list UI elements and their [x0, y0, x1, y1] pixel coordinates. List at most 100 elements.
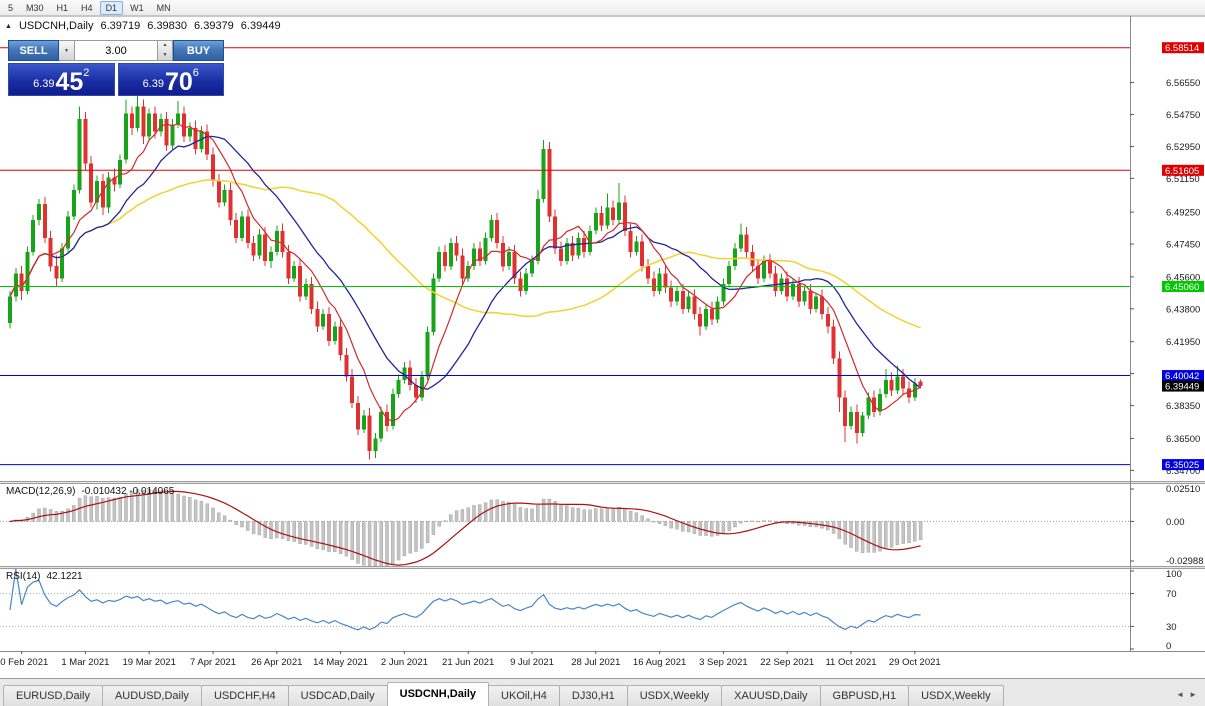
chart-tab-usdcnh-daily[interactable]: USDCNH,Daily: [386, 682, 490, 706]
macd-histogram-bar: [739, 521, 743, 524]
macd-histogram-bar: [582, 509, 586, 522]
price-axis-tick-label: 6.56550: [1166, 78, 1200, 89]
chart-tab-usdcad-daily[interactable]: USDCAD,Daily: [287, 685, 388, 706]
macd-histogram-bar: [124, 493, 128, 522]
macd-histogram-bar: [72, 505, 76, 522]
candle: [315, 308, 320, 327]
chart-tab-xauusd-daily[interactable]: XAUUSD,Daily: [721, 685, 821, 706]
macd-histogram-bar: [414, 521, 418, 552]
buy-button[interactable]: BUY: [173, 40, 224, 61]
candle: [71, 189, 76, 217]
candle: [147, 113, 152, 137]
macd-histogram-bar: [797, 521, 801, 526]
chart-tab-usdchf-h4[interactable]: USDCHF,H4: [200, 685, 289, 706]
chart-ohlc-header: ▲ USDCNH,Daily 6.39719 6.39830 6.39379 6…: [5, 20, 281, 32]
timeframe-button-h4[interactable]: H4: [81, 2, 93, 13]
macd-histogram-bar: [872, 521, 876, 553]
moving-average-18: [9, 135, 922, 390]
macd-histogram-bar: [860, 521, 865, 553]
candle: [269, 252, 273, 261]
macd-histogram-bar: [466, 507, 470, 522]
macd-histogram-bar: [646, 518, 650, 522]
buy-price-display[interactable]: 6.39 70 6: [117, 63, 224, 96]
candle: [506, 252, 511, 267]
macd-histogram-bar: [547, 498, 552, 522]
macd-histogram-bar: [901, 521, 905, 544]
chart-tab-audusd-daily[interactable]: AUDUSD,Daily: [101, 685, 202, 706]
chart-symbol-period: USDCNH,Daily: [18, 20, 94, 32]
candle: [367, 415, 372, 451]
macd-histogram-bar: [652, 521, 656, 523]
macd-histogram-bar: [866, 521, 871, 553]
volume-dropdown-button[interactable]: ▼: [59, 40, 75, 61]
sell-price-display[interactable]: 6.39 45 2: [8, 63, 115, 96]
candle: [820, 296, 824, 315]
macd-histogram-bar: [576, 508, 581, 522]
timeframe-button-5[interactable]: 5: [8, 2, 14, 13]
candle: [112, 177, 117, 185]
macd-histogram-bar: [54, 511, 59, 522]
candle: [402, 367, 407, 380]
macd-histogram-bar: [884, 521, 888, 549]
timeframe-button-w1[interactable]: W1: [130, 2, 144, 13]
candle: [193, 127, 198, 150]
macd-signal-line: [9, 490, 921, 566]
macd-histogram-bar: [263, 521, 267, 538]
chart-tab-usdx-weekly[interactable]: USDX,Weekly: [626, 685, 723, 706]
sell-button[interactable]: SELL: [8, 40, 59, 61]
timeframe-button-d1[interactable]: D1: [99, 0, 124, 15]
chart-tab-dj30-h1[interactable]: DJ30,H1: [558, 685, 628, 706]
macd-histogram-bar: [275, 521, 279, 539]
buy-price-prefix: 6.39: [142, 78, 164, 90]
candle: [744, 234, 749, 252]
price-chart-canvas[interactable]: 6.56550 6.54750 6.52950 6.51150 6.49250 6.474…: [0, 16, 1205, 678]
panel-separator[interactable]: [0, 481, 1205, 484]
chart-tabs: EURUSD,Daily AUDUSD,Daily USDCHF,H4 USDCAD,…: [0, 682, 1004, 706]
candle: [425, 331, 430, 377]
candle: [60, 248, 65, 279]
macd-histogram-bar: [309, 521, 314, 547]
macd-histogram-bar: [843, 521, 847, 545]
stepper-down-icon[interactable]: ▼: [162, 51, 168, 58]
volume-stepper[interactable]: ▲ ▼: [158, 40, 173, 61]
candle: [715, 301, 720, 320]
candle: [106, 177, 111, 208]
panel-separator[interactable]: [0, 566, 1205, 569]
chart-tab-ukoil-h4[interactable]: UKOil,H4: [488, 685, 560, 706]
candle: [118, 159, 123, 185]
macd-histogram-bar: [512, 504, 517, 522]
candle: [48, 237, 53, 267]
candle: [321, 314, 326, 327]
macd-histogram-bar: [77, 497, 82, 522]
candle: [814, 296, 819, 309]
chart-tab-eurusd-daily[interactable]: EURUSD,Daily: [3, 685, 103, 706]
timeframe-button-h1[interactable]: H1: [56, 2, 69, 13]
macd-histogram-bar: [449, 514, 453, 522]
price-axis-tick-label: 6.43800: [1166, 304, 1200, 315]
price-axis-tick-label: 6.38350: [1166, 401, 1200, 412]
tab-scroll-right-button[interactable]: ►: [1189, 690, 1197, 699]
timeframe-button-m30[interactable]: M30: [26, 2, 44, 13]
macd-histogram-bar: [176, 493, 180, 522]
buy-price-sup: 6: [192, 67, 199, 79]
candle: [454, 243, 459, 256]
macd-histogram-bar: [408, 521, 412, 554]
one-click-collapse-icon[interactable]: ▲: [5, 22, 12, 30]
chart-tab-usdx-weekly[interactable]: USDX,Weekly: [908, 685, 1004, 706]
date-axis-label: 28 Jul 2021: [571, 657, 620, 668]
macd-histogram-bar: [31, 512, 35, 522]
tab-scroll-left-button[interactable]: ◄: [1176, 690, 1185, 699]
macd-histogram-bar: [454, 510, 459, 522]
timeframe-button-mn[interactable]: MN: [156, 2, 171, 13]
macd-histogram-bar: [541, 498, 546, 522]
stepper-up-icon[interactable]: ▲: [162, 42, 168, 49]
macd-histogram-bar: [333, 521, 337, 553]
candle: [599, 213, 604, 226]
candle: [472, 248, 476, 267]
macd-axis-label: 0.00: [1166, 517, 1185, 528]
chart-tab-gbpusd-h1[interactable]: GBPUSD,H1: [819, 685, 910, 706]
svg-text:6.51605: 6.51605: [1165, 166, 1199, 177]
date-axis-label: 7 Apr 2021: [190, 657, 236, 668]
macd-histogram-bar: [837, 521, 842, 539]
volume-input[interactable]: [75, 40, 158, 61]
